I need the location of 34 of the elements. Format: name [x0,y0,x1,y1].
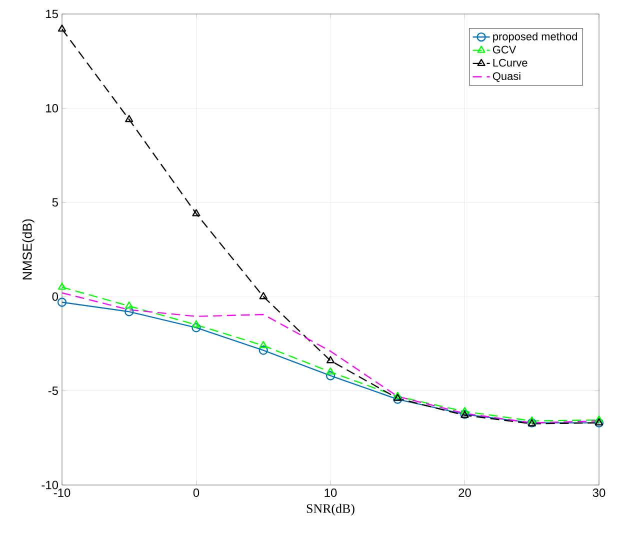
point [192,323,201,332]
y-tick-label: -10 [42,480,58,490]
point [259,292,268,300]
y-axis-title: NMSE(dB) [22,219,34,280]
x-tick-label: 0 [193,488,200,497]
legend-label: LCurve [493,58,528,67]
point [258,346,268,355]
y-tick-label: 15 [46,10,58,18]
point [259,341,268,348]
y-tick-label: 5 [52,198,58,207]
point [460,406,469,414]
point [192,209,200,216]
x-tick-label: 10 [324,488,337,497]
point [125,301,134,309]
point [192,320,200,328]
x-axis-title: SNR(dB) [306,504,354,516]
legend-label: Quasi [492,72,520,82]
point [58,282,66,290]
y-tick-label: 10 [46,104,58,112]
point [58,24,66,32]
point [57,298,67,307]
legend-label: GCV [492,46,516,54]
x-tick-label: 20 [458,488,471,497]
legend-label: proposed method [493,32,577,43]
point [326,371,336,380]
point [326,367,335,375]
point [124,307,134,316]
y-tick-label: 0 [52,292,58,301]
y-tick-label: -5 [48,386,58,395]
point [528,416,536,424]
point [594,415,604,423]
point [326,356,335,364]
point [125,114,134,122]
x-tick-label: 30 [592,488,606,497]
